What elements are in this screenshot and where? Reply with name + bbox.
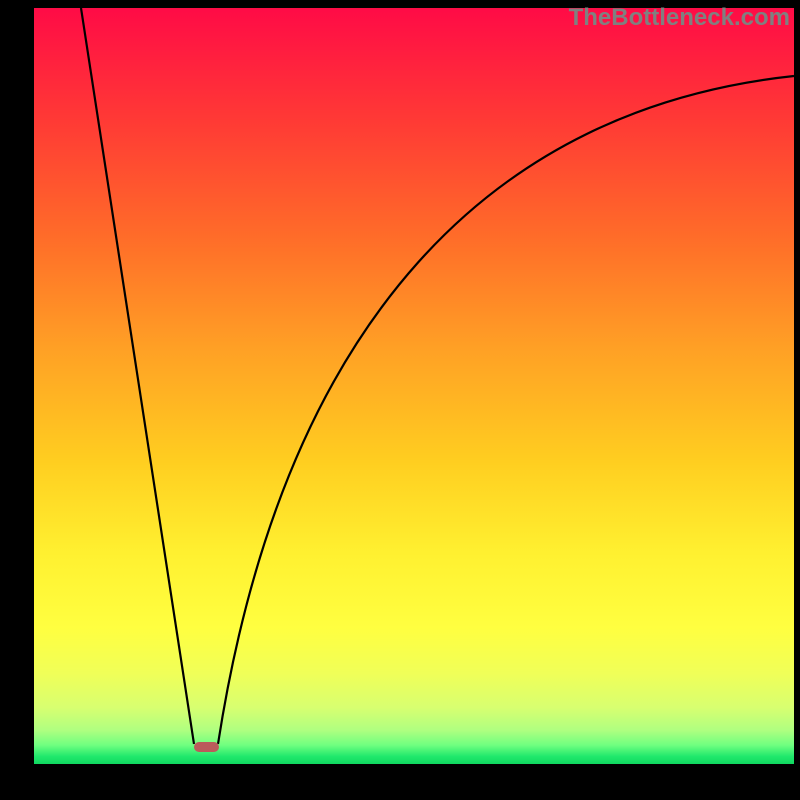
gradient-background <box>34 8 794 764</box>
watermark-text: TheBottleneck.com <box>569 4 790 32</box>
plot-svg <box>34 8 794 764</box>
chart-container: TheBottleneck.com <box>0 0 800 800</box>
plot-area <box>34 8 794 764</box>
bottom-marker <box>194 742 219 752</box>
